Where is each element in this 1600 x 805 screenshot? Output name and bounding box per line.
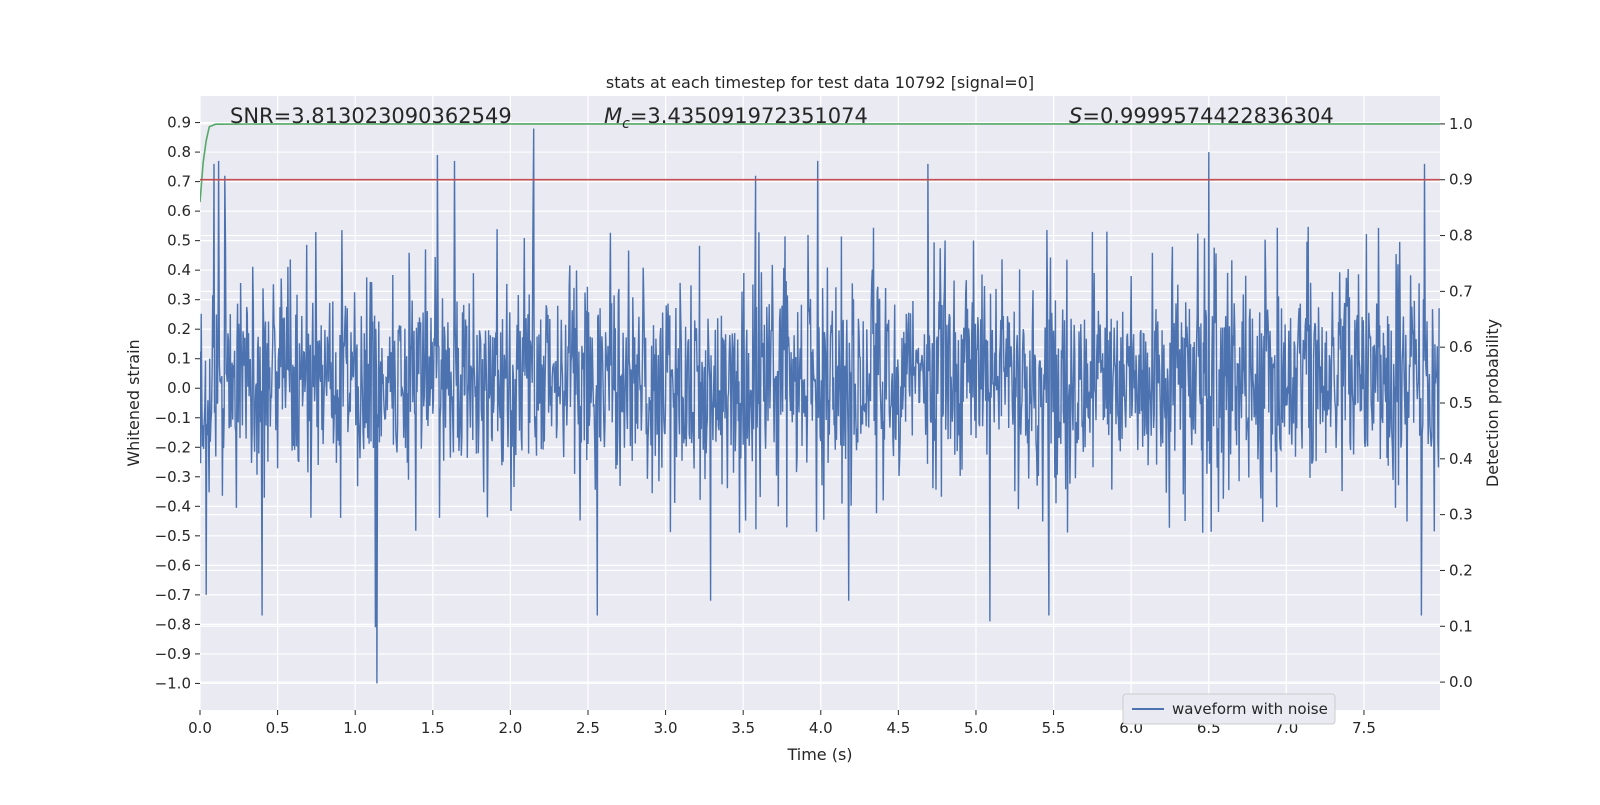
x-tick-label: 0.5 <box>266 719 290 737</box>
left-y-tick-label: 0.9 <box>167 114 191 132</box>
left-y-axis-ticks: −1.0 −0.9 −0.8 −0.7 −0.6 −0.5 −0.4 −0.3 −0.2 −0.1… <box>155 114 200 692</box>
waveform-line <box>200 128 1440 684</box>
left-y-tick-label: 0.4 <box>167 261 191 279</box>
s-symbol: S <box>1069 104 1082 128</box>
chirp-mass-annotation: Mc=3.435091972351074 <box>604 104 868 132</box>
left-y-tick-label: 0.2 <box>167 320 191 338</box>
x-tick-label: 1.5 <box>421 719 445 737</box>
left-y-tick-label: 0.5 <box>167 232 191 250</box>
left-y-tick-label: 0.6 <box>167 202 191 220</box>
left-y-tick-label: 0.3 <box>167 291 191 309</box>
left-y-tick-label: −0.9 <box>155 645 191 663</box>
chart-title: stats at each timestep for test data 107… <box>606 73 1034 92</box>
right-y-tick-label: 0.3 <box>1449 506 1473 524</box>
left-y-tick-label: 0.7 <box>167 173 191 191</box>
x-axis-label: Time (s) <box>786 745 852 764</box>
left-y-tick-label: 0.0 <box>167 379 191 397</box>
x-tick-label: 2.0 <box>498 719 522 737</box>
right-y-tick-label: 0.2 <box>1449 561 1473 579</box>
left-y-tick-label: −0.3 <box>155 468 191 486</box>
left-y-axis-label: Whitened strain <box>124 339 143 466</box>
x-tick-label: 4.5 <box>886 719 910 737</box>
chirp-mass-value: =3.435091972351074 <box>630 104 868 128</box>
y-gridlines <box>200 121 1440 685</box>
x-tick-label: 3.0 <box>654 719 678 737</box>
legend: waveform with noise <box>1122 693 1336 725</box>
x-tick-label: 7.5 <box>1352 719 1376 737</box>
left-y-tick-label: −0.4 <box>155 497 191 515</box>
x-tick-label: 1.0 <box>343 719 367 737</box>
chirp-mass-symbol: M <box>604 104 622 128</box>
right-y-tick-label: 0.6 <box>1449 338 1473 356</box>
x-tick-label: 2.5 <box>576 719 600 737</box>
right-y-tick-label: 0.5 <box>1449 394 1473 412</box>
right-y-tick-label: 1.0 <box>1449 115 1473 133</box>
left-y-tick-label: −1.0 <box>155 674 191 692</box>
right-y-axis-ticks: 0.0 0.1 0.2 0.3 0.4 0.5 0.6 0.7 0.8 0.9 1.0 <box>1440 115 1473 691</box>
right-y-axis-label: Detection probability <box>1483 319 1502 487</box>
left-y-tick-label: 0.1 <box>167 350 191 368</box>
legend-label-waveform: waveform with noise <box>1172 700 1328 718</box>
left-y-tick-label: −0.5 <box>155 527 191 545</box>
right-y-tick-label: 0.7 <box>1449 282 1473 300</box>
right-y-tick-label: 0.4 <box>1449 450 1473 468</box>
s-annotation: S=0.9999574422836304 <box>1069 104 1334 128</box>
snr-annotation: SNR=3.813023090362549 <box>230 104 512 128</box>
x-tick-label: 5.0 <box>964 719 988 737</box>
s-value: =0.9999574422836304 <box>1082 104 1333 128</box>
probability-series <box>200 123 1440 203</box>
left-y-tick-label: −0.2 <box>155 438 191 456</box>
x-tick-label: 3.5 <box>731 719 755 737</box>
chirp-mass-subscript: c <box>622 116 630 132</box>
left-y-tick-label: −0.6 <box>155 556 191 574</box>
right-y-tick-label: 0.9 <box>1449 171 1473 189</box>
left-y-tick-label: −0.1 <box>155 409 191 427</box>
right-y-tick-label: 0.8 <box>1449 227 1473 245</box>
left-y-tick-label: −0.7 <box>155 586 191 604</box>
right-y-tick-label: 0.0 <box>1449 673 1473 691</box>
waveform-series <box>200 128 1440 684</box>
left-y-tick-label: −0.8 <box>155 615 191 633</box>
right-y-tick-label: 0.1 <box>1449 617 1473 635</box>
x-tick-label: 0.0 <box>188 719 212 737</box>
detection-probability-line <box>200 123 1440 203</box>
legend-box <box>1122 693 1336 725</box>
x-tick-label: 4.0 <box>809 719 833 737</box>
left-y-tick-label: 0.8 <box>167 143 191 161</box>
x-tick-label: 5.5 <box>1042 719 1066 737</box>
